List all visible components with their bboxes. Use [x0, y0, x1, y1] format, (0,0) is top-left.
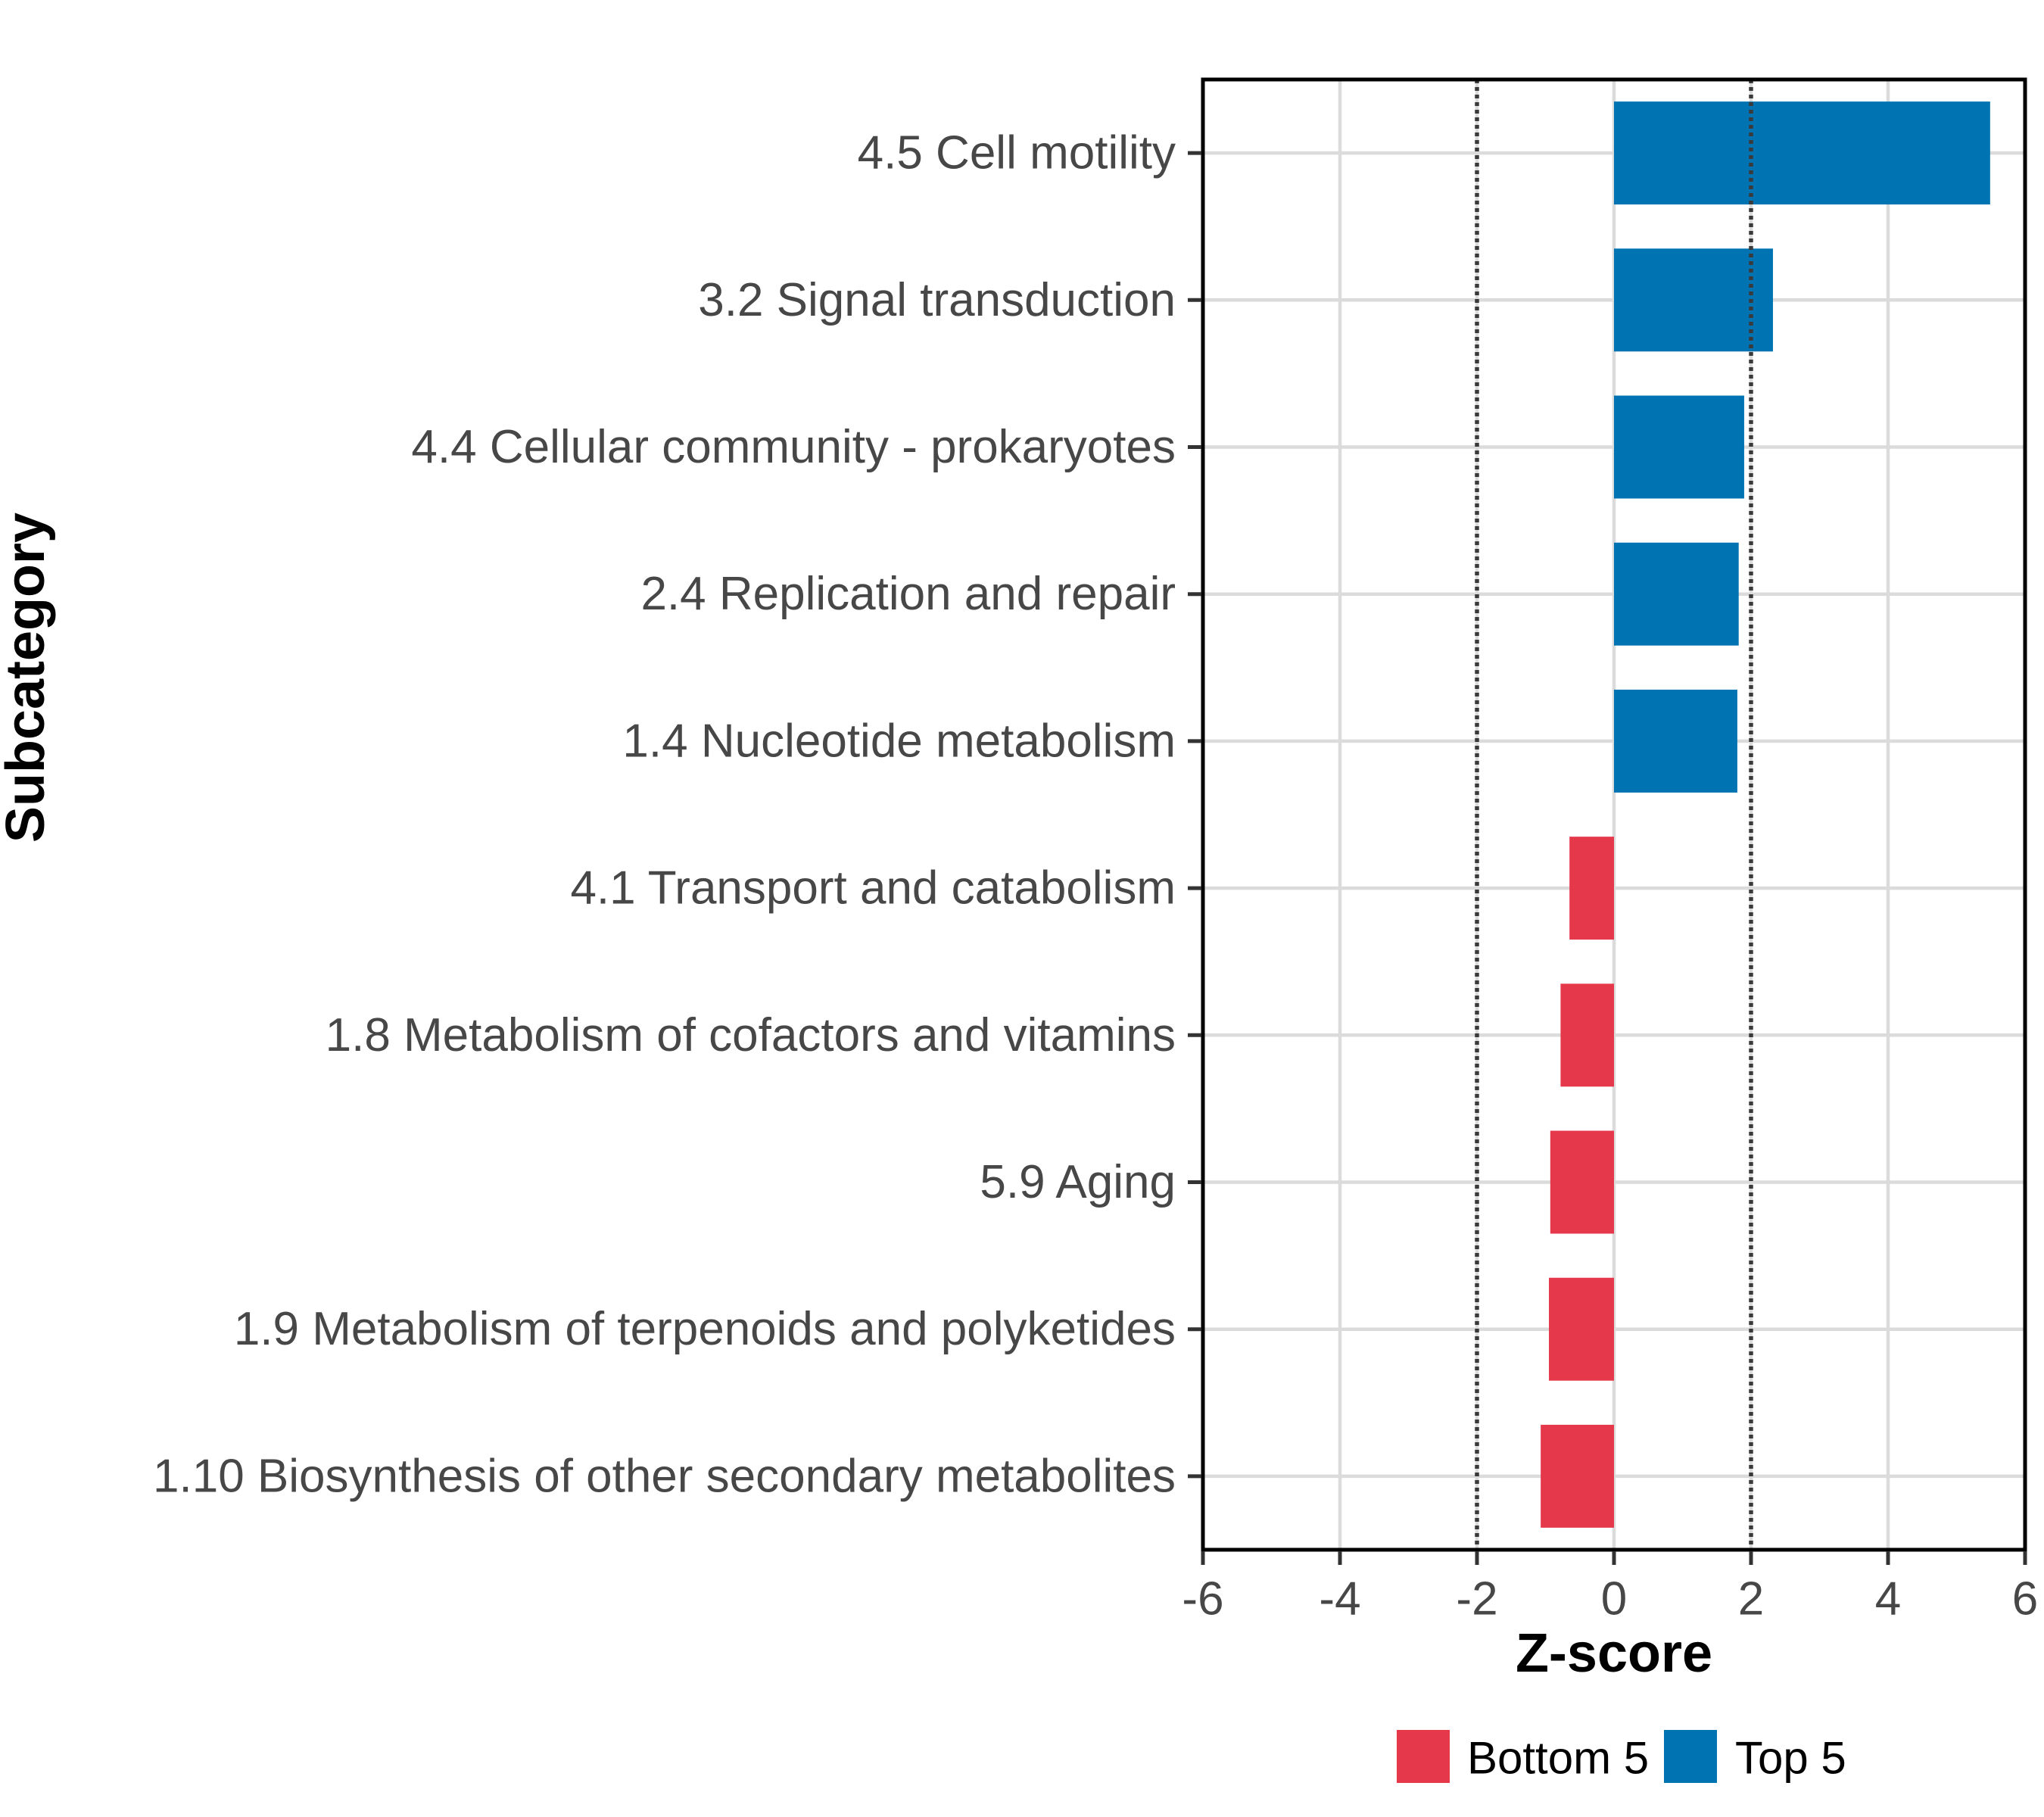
y-tick-label: 1.4 Nucleotide metabolism — [622, 715, 1176, 767]
y-axis-title: Subcategory — [0, 513, 56, 843]
x-tick-label: -4 — [1319, 1573, 1360, 1625]
legend-label: Top 5 — [1735, 1733, 1846, 1784]
bar — [1614, 689, 1737, 793]
x-tick-label: 0 — [1601, 1573, 1627, 1625]
x-tick-label: 2 — [1738, 1573, 1764, 1625]
bar — [1614, 248, 1773, 352]
x-axis-title: Z-score — [1516, 1623, 1712, 1684]
bar — [1560, 983, 1614, 1087]
legend-swatch — [1397, 1730, 1450, 1783]
y-tick-label: 4.5 Cell motility — [858, 127, 1176, 179]
bar — [1550, 1130, 1614, 1234]
legend: Bottom 5 Top 5 — [1397, 1730, 1846, 1784]
y-tick-label: 5.9 Aging — [980, 1156, 1176, 1208]
bar — [1614, 542, 1739, 646]
bar — [1541, 1424, 1614, 1528]
y-tick-label: 3.2 Signal transduction — [698, 274, 1176, 326]
y-tick-label: 2.4 Replication and repair — [640, 568, 1176, 620]
x-tick-label: 4 — [1875, 1573, 1901, 1625]
legend-swatch — [1664, 1730, 1717, 1783]
x-tick-label: -6 — [1182, 1573, 1223, 1625]
reference-lines-layer — [1475, 79, 1753, 1550]
bar — [1614, 395, 1744, 499]
bar-layer — [1541, 101, 1990, 1528]
x-tick-label: -2 — [1456, 1573, 1497, 1625]
bar — [1614, 101, 1990, 205]
y-tick-label: 1.9 Metabolism of terpenoids and polyket… — [234, 1303, 1176, 1355]
bar — [1549, 1277, 1614, 1381]
y-tick-label: 4.1 Transport and catabolism — [570, 862, 1176, 915]
y-tick-label: 4.4 Cellular community - prokaryotes — [411, 421, 1176, 473]
legend-label: Bottom 5 — [1467, 1733, 1649, 1784]
bar — [1569, 837, 1614, 940]
axis-layer: -6 -4 -2 0 2 4 6 4.5 Cell motility 3.2 Signal tr… — [153, 127, 2038, 1625]
x-tick-label: 6 — [2012, 1573, 2038, 1625]
y-tick-label: 1.8 Metabolism of cofactors and vitamins — [326, 1009, 1176, 1061]
panel-border — [1201, 77, 2027, 1552]
panel-border-layer — [1201, 77, 2027, 1552]
y-tick-label: 1.10 Biosynthesis of other secondary met… — [153, 1450, 1176, 1502]
